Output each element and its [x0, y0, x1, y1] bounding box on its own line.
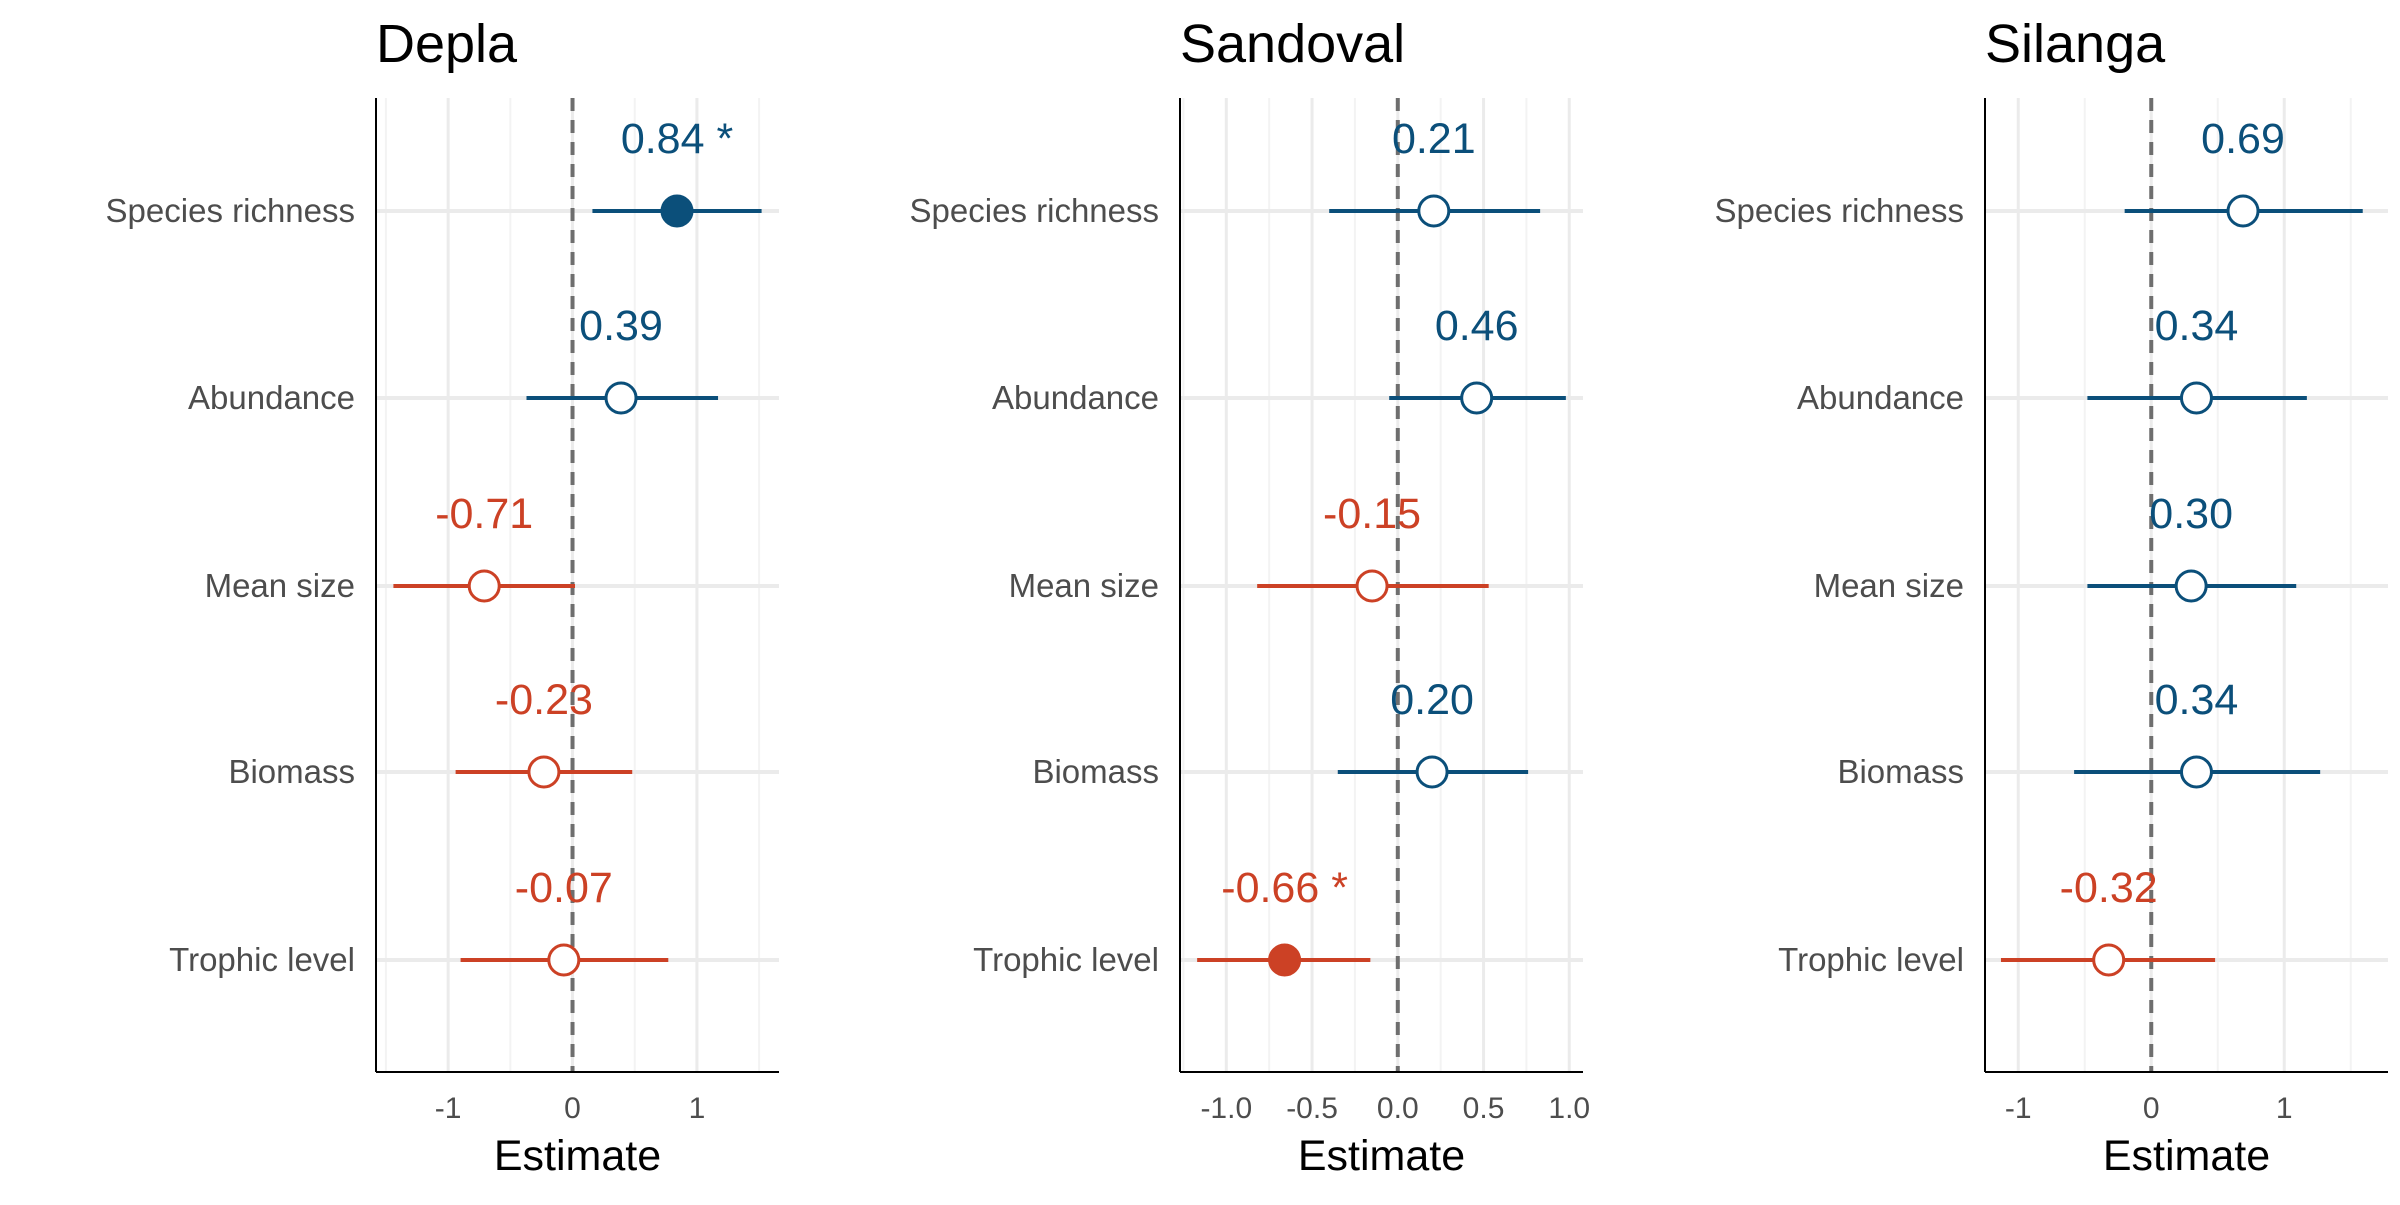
estimate-point	[1415, 755, 1449, 789]
x-tick-label: 0	[564, 1092, 581, 1125]
row-label: Trophic level	[1778, 941, 1964, 978]
x-tick-label: 1	[689, 1092, 706, 1125]
value-label: 0.20	[1390, 676, 1474, 724]
estimate-point	[1355, 569, 1389, 603]
x-axis-title: Estimate	[1298, 1132, 1465, 1180]
x-tick-label: 1	[2276, 1092, 2293, 1125]
estimate-point	[2179, 755, 2213, 789]
row-label: Species richness	[106, 192, 355, 229]
estimate-point	[1460, 381, 1494, 415]
value-label: 0.39	[579, 302, 663, 350]
panel-title: Silanga	[1985, 14, 2166, 74]
value-label: 0.84 *	[621, 115, 734, 163]
x-tick-label: 1.0	[1548, 1092, 1590, 1125]
row-label: Biomass	[228, 753, 355, 790]
x-tick-label: -1	[435, 1092, 462, 1125]
panel-0: Depla -1 0 1 Estimate Species richness 0.84 * A…	[106, 14, 779, 1180]
x-tick-label: -0.5	[1286, 1092, 1338, 1125]
panel-1: Sandoval -1.0 -0.5 0.0 0.5 1.0 Estimate Species…	[910, 14, 1591, 1180]
row-label: Abundance	[188, 379, 355, 416]
estimate-point	[527, 755, 561, 789]
estimate-point	[1268, 943, 1302, 977]
x-tick-label: 0.0	[1377, 1092, 1419, 1125]
row-label: Species richness	[910, 192, 1159, 229]
x-tick-label: -1.0	[1200, 1092, 1252, 1125]
estimate-point	[547, 943, 581, 977]
row-label: Trophic level	[973, 941, 1159, 978]
row-label: Biomass	[1837, 753, 1964, 790]
value-label: 0.34	[2155, 302, 2239, 350]
estimate-point	[604, 381, 638, 415]
estimate-point	[2226, 194, 2260, 228]
x-tick-label: 0	[2143, 1092, 2160, 1125]
x-tick-label: 0.5	[1463, 1092, 1505, 1125]
estimate-point	[1417, 194, 1451, 228]
estimate-point	[2179, 381, 2213, 415]
row-label: Abundance	[1797, 379, 1964, 416]
estimate-point	[2092, 943, 2126, 977]
value-label: -0.23	[495, 676, 593, 724]
value-label: -0.07	[515, 864, 613, 912]
row-label: Species richness	[1715, 192, 1964, 229]
value-label: -0.71	[435, 490, 533, 538]
value-label: 0.46	[1435, 302, 1519, 350]
x-axis-title: Estimate	[2103, 1132, 2270, 1180]
value-label: -0.66 *	[1221, 864, 1348, 912]
panel-title: Depla	[376, 14, 518, 74]
row-label: Biomass	[1032, 753, 1159, 790]
value-label: 0.21	[1392, 115, 1476, 163]
panel-title: Sandoval	[1180, 14, 1405, 74]
value-label: -0.15	[1323, 490, 1421, 538]
value-label: -0.32	[2060, 864, 2158, 912]
x-axis-title: Estimate	[494, 1132, 661, 1180]
estimate-point	[2174, 569, 2208, 603]
row-label: Abundance	[992, 379, 1159, 416]
row-label: Trophic level	[169, 941, 355, 978]
value-label: 0.34	[2155, 676, 2239, 724]
row-label: Mean size	[1009, 567, 1159, 604]
row-label: Mean size	[1814, 567, 1964, 604]
estimate-point	[467, 569, 501, 603]
x-tick-label: -1	[2005, 1092, 2032, 1125]
estimate-point	[660, 194, 694, 228]
row-label: Mean size	[205, 567, 355, 604]
value-label: 0.69	[2201, 115, 2285, 163]
value-label: 0.30	[2149, 490, 2233, 538]
